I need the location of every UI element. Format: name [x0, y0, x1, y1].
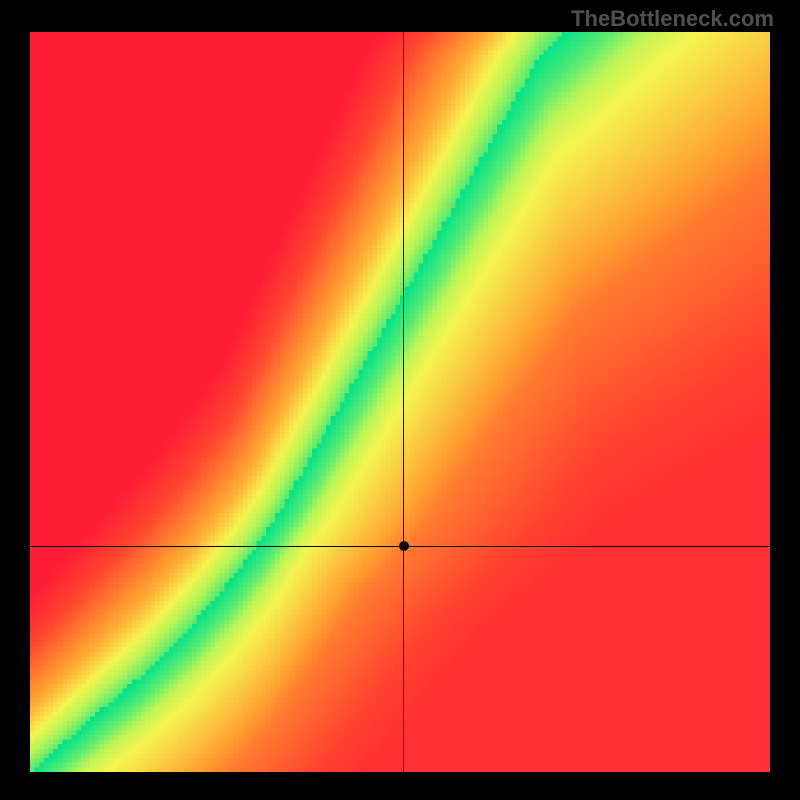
heatmap-canvas: [30, 32, 770, 772]
crosshair-vertical: [403, 32, 404, 772]
watermark-text: TheBottleneck.com: [571, 6, 774, 32]
chart-root: { "watermark": { "text": "TheBottleneck.…: [0, 0, 800, 800]
heatmap-plot: [30, 32, 770, 772]
data-point: [399, 541, 409, 551]
